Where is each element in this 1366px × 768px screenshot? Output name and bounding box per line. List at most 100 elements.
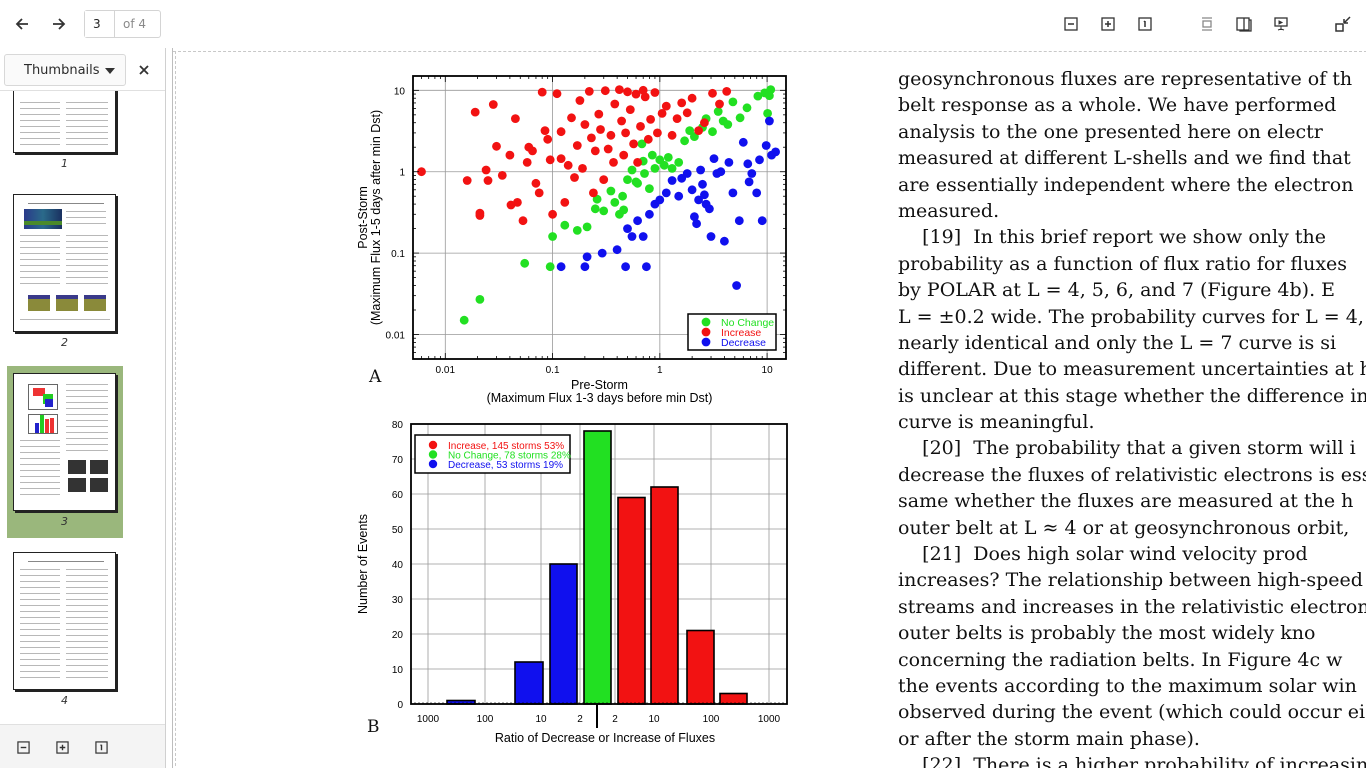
x-tick-label: 0.01: [436, 365, 456, 376]
data-point: [696, 165, 705, 175]
body-text-column: geosynchronous fluxes are representative…: [898, 66, 1366, 768]
presentation-button[interactable]: [1267, 10, 1295, 38]
data-point: [631, 177, 641, 187]
data-point: [722, 87, 732, 96]
data-point: [708, 88, 717, 98]
y-tick-label: 1: [399, 168, 405, 179]
data-point: [537, 87, 547, 97]
text-line: [22] There is a higher probability of in…: [898, 754, 1366, 768]
data-point: [766, 85, 776, 94]
data-point: [674, 191, 684, 201]
sidebar-footer: [0, 724, 165, 768]
data-point: [528, 146, 537, 156]
thumbnail-page-2[interactable]: [13, 194, 116, 332]
thumbnail-page-1[interactable]: [13, 91, 116, 153]
thumbnail-page-4[interactable]: [13, 552, 116, 690]
data-point: [599, 206, 609, 216]
legend-box: [414, 434, 571, 474]
toolbar: of 4: [0, 0, 1366, 48]
data-point: [752, 188, 762, 198]
data-point: [610, 198, 620, 207]
zoom-out-button[interactable]: [1057, 10, 1085, 38]
data-point: [548, 209, 557, 219]
data-point: [596, 125, 605, 134]
text-line: [19] In this brief report we show only t…: [898, 226, 1327, 249]
data-point: [738, 137, 748, 147]
text-line: geosynchronous fluxes are representative…: [898, 68, 1353, 90]
data-point: [643, 134, 653, 144]
data-point: [560, 220, 570, 230]
x-tick-label: 1: [657, 365, 663, 376]
data-point: [483, 176, 493, 185]
data-point: [600, 86, 610, 96]
x-axis-label: Ratio of Decrease or Increase of Fluxes: [495, 731, 715, 745]
data-point: [572, 141, 582, 150]
data-point: [640, 169, 649, 178]
data-point: [505, 150, 515, 160]
data-point: [734, 216, 744, 226]
data-point: [612, 245, 622, 255]
data-point: [633, 216, 642, 226]
y-tick-label: 10: [394, 86, 406, 97]
data-point: [642, 262, 651, 272]
data-point: [599, 175, 609, 184]
legend-label: Decrease: [721, 337, 766, 349]
two-page-icon: [1236, 17, 1252, 32]
sidebar: Thumbnails 1 2: [0, 48, 166, 768]
presentation-icon: [1274, 17, 1288, 31]
text-line: are essentially independent where the el…: [898, 173, 1354, 196]
sidebar-zoom-out-button[interactable]: [9, 733, 37, 761]
legend-marker: [701, 327, 711, 337]
arrow-right-icon: [53, 18, 66, 30]
bar-chart-b: 0 10 20 30 40 50 60 70 80 1000 100 10 2 2 10 100 1000 Rat…: [356, 420, 788, 745]
data-point: [597, 248, 607, 258]
sidebar-view-selector[interactable]: Thumbnails: [4, 54, 126, 86]
exit-fullscreen-button[interactable]: [1329, 10, 1357, 38]
data-point: [513, 198, 522, 207]
sidebar-actual-size-button[interactable]: [87, 733, 115, 761]
plot-frame: [410, 423, 788, 705]
legend-label: Increase, 145 storms 53%: [448, 441, 564, 452]
page-border-left: [175, 51, 176, 768]
zoom-in-button[interactable]: [1094, 10, 1122, 38]
data-point: [765, 116, 774, 126]
data-point: [631, 89, 641, 99]
data-point: [661, 101, 671, 111]
data-point: [692, 219, 701, 229]
sidebar-zoom-in-button[interactable]: [48, 733, 76, 761]
two-page-button[interactable]: [1230, 10, 1258, 38]
panel-label-a: A: [369, 367, 382, 387]
x-tick-label: 1000: [758, 714, 781, 725]
data-point: [606, 130, 616, 140]
text-line: measured at different L-shells and we fi…: [898, 147, 1351, 170]
data-point: [629, 139, 638, 149]
fit-page-button[interactable]: [1193, 10, 1221, 38]
data-point: [545, 262, 555, 272]
data-point: [677, 98, 687, 108]
data-point: [488, 100, 498, 109]
actual-size-button[interactable]: [1131, 10, 1159, 38]
forward-button[interactable]: [45, 10, 73, 38]
data-point: [462, 176, 472, 185]
close-sidebar-button[interactable]: [134, 60, 154, 80]
back-button[interactable]: [8, 10, 36, 38]
data-point: [687, 185, 697, 195]
data-point: [771, 147, 780, 157]
data-point: [706, 232, 716, 241]
data-point: [682, 169, 692, 178]
page-number-input[interactable]: [85, 11, 115, 37]
bar: [617, 496, 646, 705]
x-tick-label: 100: [477, 714, 494, 725]
data-point: [511, 114, 520, 123]
data-point: [417, 167, 426, 177]
data-point: [682, 108, 692, 118]
data-point: [587, 133, 596, 143]
document-view[interactable]: 0.01 0.1 1 10 0.01 0.1 1 10 Pre-Storm (Maximum Fl…: [172, 48, 1366, 768]
text-line: different. Due to measurement uncertaint…: [898, 358, 1366, 381]
text-line: nearly identical and only the L = 7 curv…: [898, 331, 1337, 354]
data-point: [724, 158, 734, 167]
bar: [686, 629, 715, 705]
sidebar-view-label: Thumbnails: [24, 62, 100, 78]
text-line: [20] The probability that a given storm …: [898, 437, 1356, 460]
thumbnail-page-3[interactable]: [13, 373, 116, 511]
